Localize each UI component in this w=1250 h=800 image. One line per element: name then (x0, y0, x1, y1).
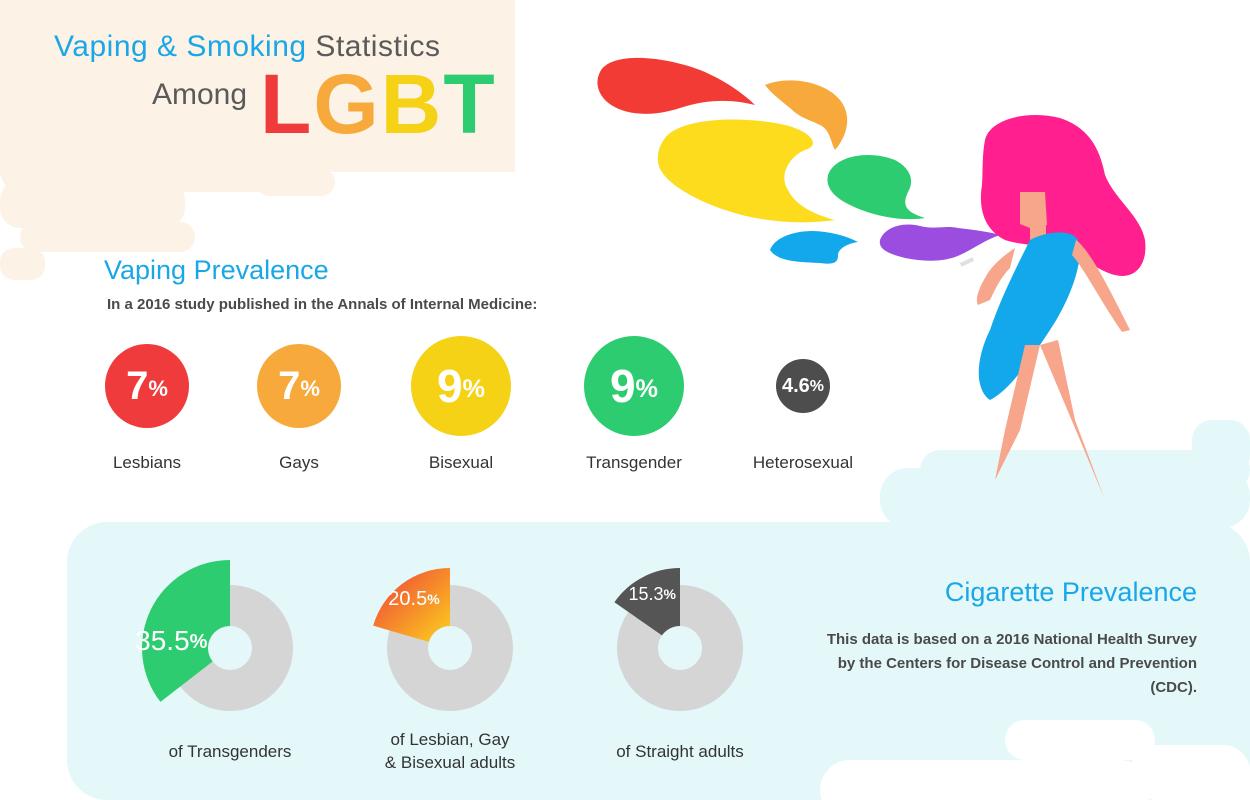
vaping-label-heterosexual: Heterosexual (752, 453, 854, 472)
vaping-bubble-gays: 7% (257, 344, 341, 428)
lgbt-letter-g: G (313, 57, 381, 151)
label-line: of Transgenders (168, 742, 292, 761)
cigarette-heading: Cigarette Prevalence (944, 577, 1197, 607)
vaping-illustration (597, 57, 1146, 500)
smoke-cloud-yellow-icon (657, 119, 835, 223)
vaping-label-gays: Gays (279, 453, 319, 472)
donut-slice (373, 568, 450, 642)
smoke-cloud-purple-icon (879, 224, 1000, 261)
vaping-bubble-transgender: 9% (584, 336, 684, 436)
peach-background-cloud (0, 0, 515, 280)
smoke-cloud-green-icon (827, 155, 925, 220)
vaping-heading: Vaping Prevalence (104, 255, 329, 285)
donut-slice (614, 568, 680, 636)
vaping-bubble-lesbians: 7% (105, 344, 189, 428)
vaping-label-lesbians: Lesbians (112, 453, 182, 472)
title-line-1: Vaping & Smoking Statistics (54, 30, 440, 64)
vaping-value: 7 (278, 363, 301, 408)
vaping-label-bisexual: Bisexual (428, 453, 494, 472)
lgbt-letter-b: B (380, 57, 444, 151)
vaping-unit: % (462, 374, 486, 403)
vaping-woman-illustration-icon (959, 114, 1146, 500)
vaping-unit: % (635, 374, 659, 403)
cigarette-label-1: of Transgenders (120, 740, 340, 763)
donut-value-label: 35.5% (135, 626, 208, 657)
cigarette-label-3: of Straight adults (570, 740, 790, 763)
vaping-bubble-heterosexual: 4.6% (776, 359, 830, 413)
title-among: Among (152, 78, 248, 111)
label-line: of Straight adults (616, 742, 744, 761)
vaping-bubble-bisexual: 9% (411, 336, 511, 436)
cigarette-description: This data is based on a 2016 National He… (826, 631, 1197, 696)
vaping-value: 7 (126, 363, 149, 408)
donut-value-label: 15.3% (629, 584, 677, 604)
vaping-value: 9 (436, 360, 463, 412)
cigarette-label-2: of Lesbian, Gay & Bisexual adults (340, 728, 560, 774)
label-line: & Bisexual adults (384, 753, 516, 772)
lgbt-letter-l: L (260, 57, 314, 151)
vaping-value: 9 (609, 360, 636, 412)
vaping-value: 4.6 (781, 374, 810, 397)
vaping-unit: % (148, 375, 168, 401)
smoke-cloud-blue-icon (770, 230, 858, 264)
lgbt-letter-t: T (443, 57, 497, 151)
vaping-unit: % (300, 375, 320, 401)
donut-value-label: 20.5% (388, 588, 440, 610)
title-lgbt: LGBT (260, 62, 497, 146)
vaping-unit: % (809, 377, 825, 395)
title-highlight: Vaping & Smoking (54, 30, 307, 63)
donut-slice (141, 560, 230, 702)
title-rest: Statistics (306, 30, 441, 63)
smoke-cloud-red-icon (597, 57, 755, 114)
vaping-label-transgender: Transgender (586, 453, 682, 472)
vaping-subtitle: In a 2016 study published in the Annals … (107, 296, 538, 313)
label-line: of Lesbian, Gay (390, 730, 510, 749)
smoke-cloud-orange-icon (765, 80, 848, 150)
